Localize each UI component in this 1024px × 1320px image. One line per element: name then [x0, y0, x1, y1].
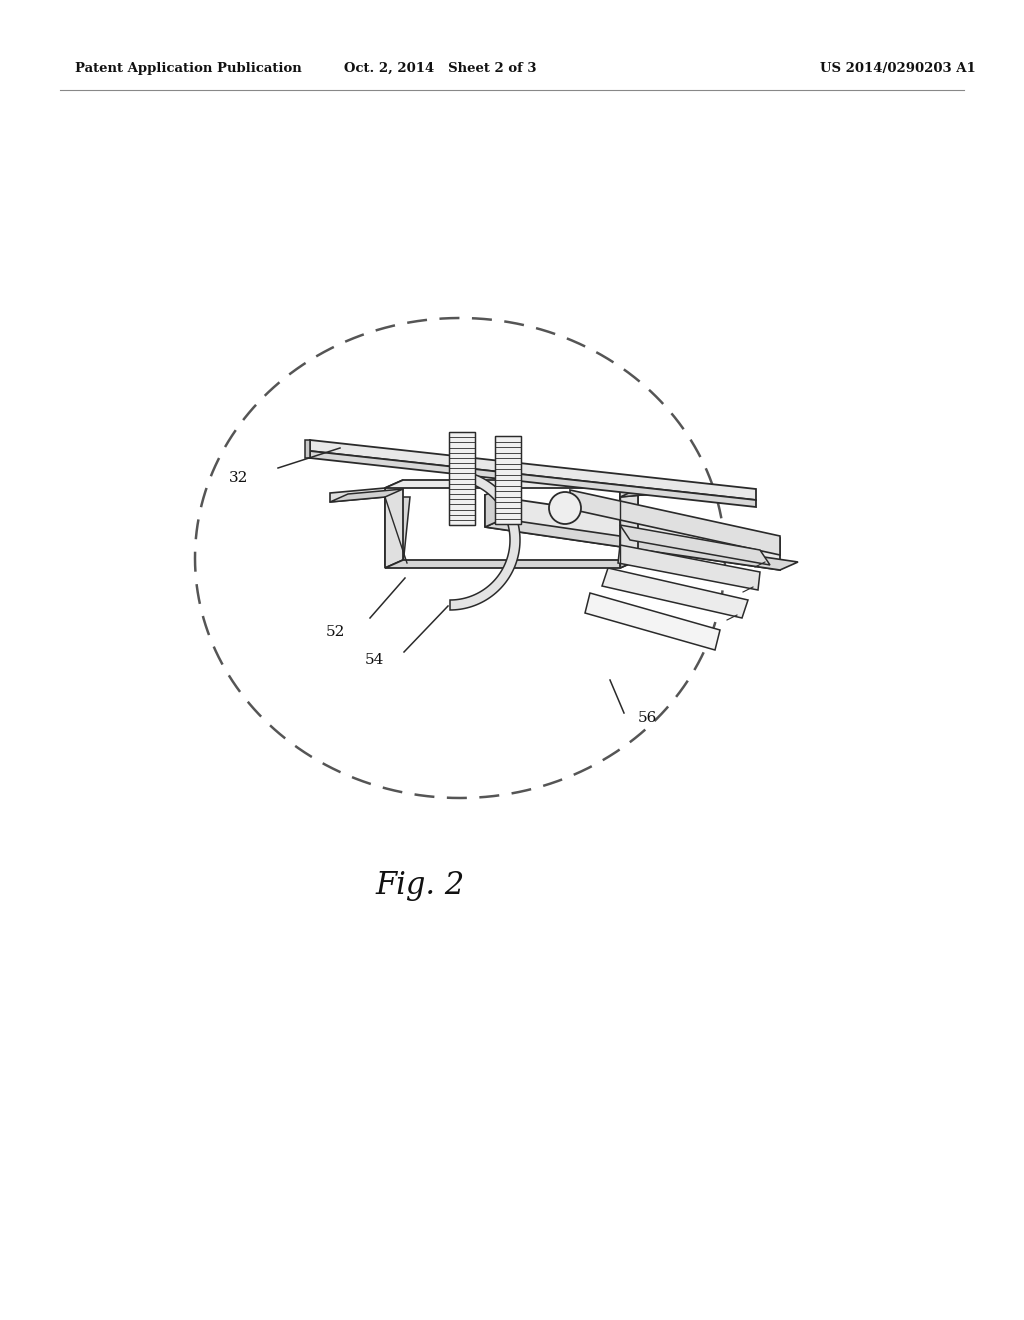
Polygon shape — [585, 593, 720, 649]
Text: US 2014/0290203 A1: US 2014/0290203 A1 — [820, 62, 976, 75]
Text: 32: 32 — [228, 471, 248, 484]
Text: Patent Application Publication: Patent Application Publication — [75, 62, 302, 75]
Bar — [449, 432, 475, 525]
Polygon shape — [385, 480, 638, 488]
Polygon shape — [495, 436, 521, 524]
Text: Fig. 2: Fig. 2 — [376, 870, 465, 902]
Polygon shape — [620, 480, 638, 568]
Polygon shape — [385, 560, 638, 568]
Polygon shape — [450, 474, 520, 610]
Polygon shape — [620, 525, 770, 565]
Polygon shape — [449, 432, 475, 525]
Text: 56: 56 — [638, 711, 657, 725]
Polygon shape — [385, 480, 403, 568]
Polygon shape — [620, 488, 638, 565]
Polygon shape — [618, 545, 760, 590]
Text: 54: 54 — [365, 653, 384, 667]
Polygon shape — [485, 519, 798, 570]
Polygon shape — [485, 495, 780, 570]
Polygon shape — [330, 488, 403, 502]
Polygon shape — [485, 487, 503, 527]
Circle shape — [549, 492, 581, 524]
Polygon shape — [620, 484, 693, 498]
Polygon shape — [570, 490, 780, 554]
Polygon shape — [310, 451, 756, 507]
Polygon shape — [305, 440, 310, 458]
Polygon shape — [602, 568, 748, 618]
Polygon shape — [385, 498, 410, 565]
Polygon shape — [330, 488, 385, 502]
Polygon shape — [310, 440, 756, 500]
Text: 52: 52 — [326, 624, 345, 639]
Bar — [495, 436, 521, 524]
Text: Oct. 2, 2014   Sheet 2 of 3: Oct. 2, 2014 Sheet 2 of 3 — [344, 62, 537, 75]
Polygon shape — [620, 483, 675, 498]
